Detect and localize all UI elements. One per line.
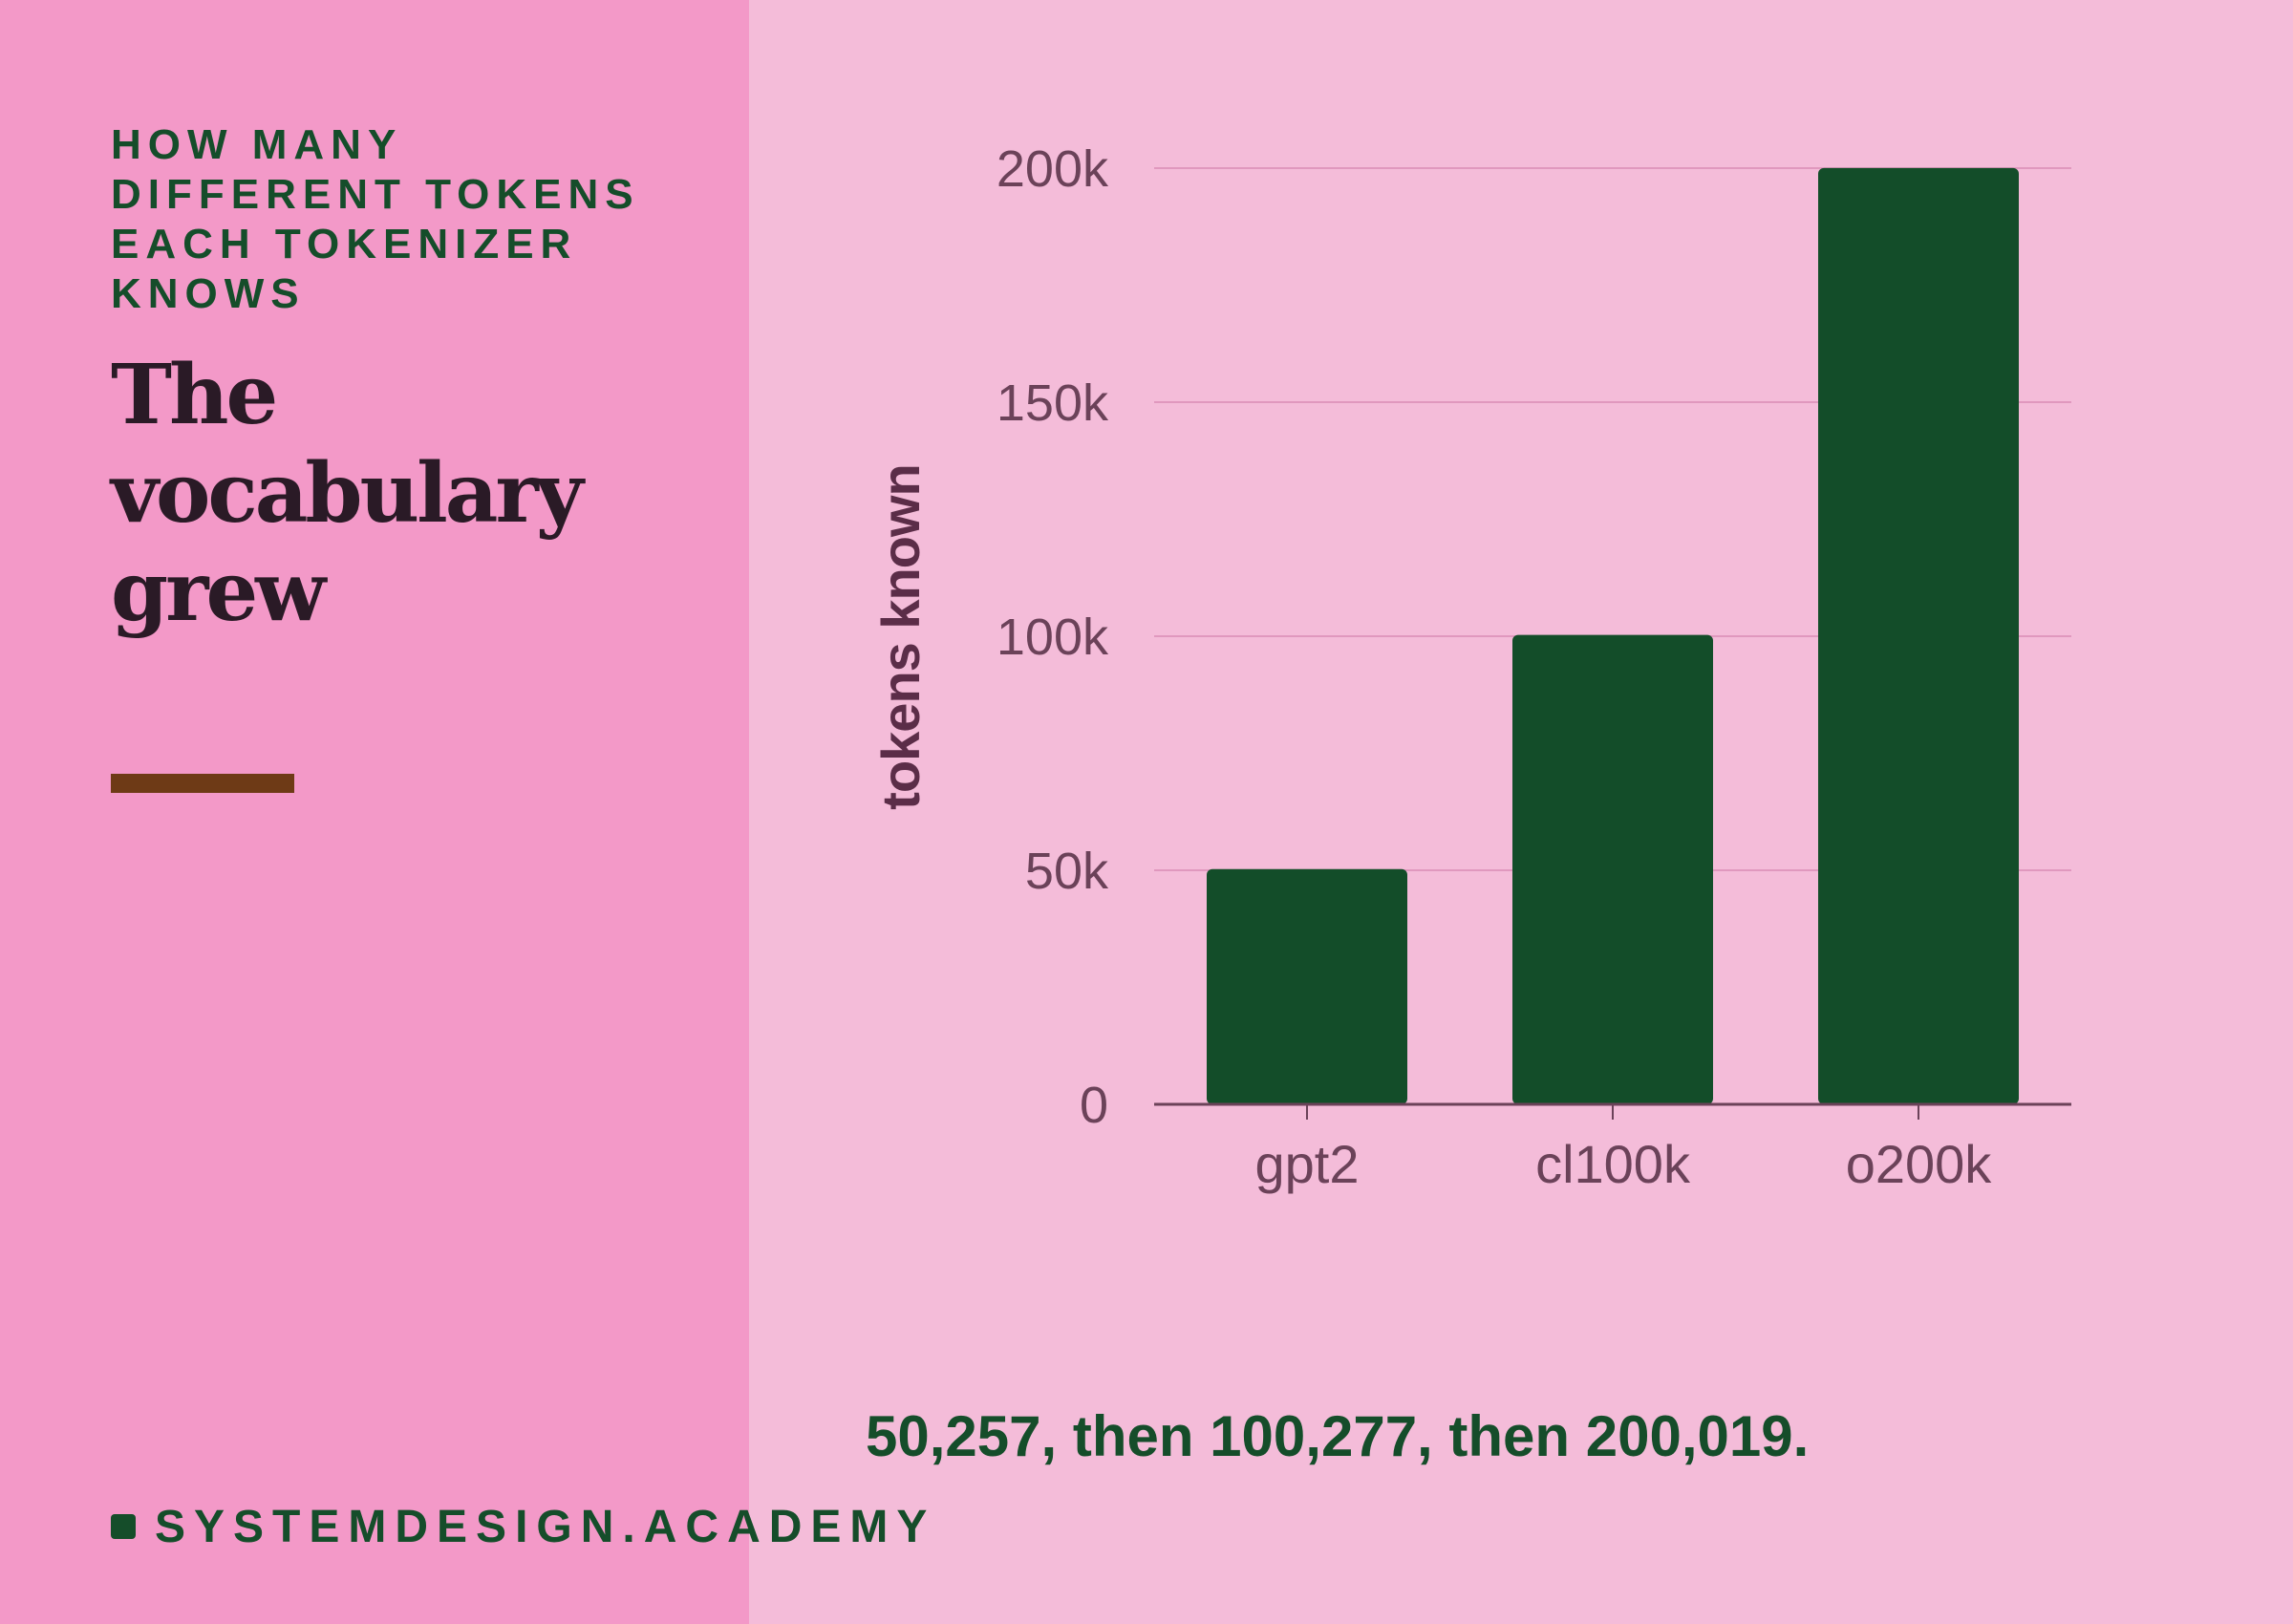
x-tick-label: cl100k	[1535, 1134, 1691, 1194]
page-title: The vocabulary grew	[111, 347, 584, 640]
brand: SYSTEMDESIGN.ACADEMY	[111, 1500, 935, 1553]
eyebrow-heading: HOW MANY DIFFERENT TOKENS EACH TOKENIZER…	[111, 121, 640, 317]
bar-cl100k	[1512, 634, 1713, 1104]
brand-square-icon	[111, 1514, 136, 1539]
brand-name: SYSTEMDESIGN.ACADEMY	[155, 1501, 936, 1552]
summary-caption: 50,257, then 100,277, then 200,019.	[866, 1404, 1810, 1468]
y-tick-label: 150k	[996, 374, 1109, 432]
bar-chart: 0 50k 100k 150k 200k gpt2 cl100k o200k tokens k…	[870, 140, 2071, 1194]
bar-o200k	[1818, 167, 2019, 1104]
x-tick-label: gpt2	[1255, 1134, 1360, 1194]
bars	[1207, 167, 2019, 1104]
y-tick-label: 200k	[996, 140, 1109, 198]
accent-rule	[111, 774, 294, 793]
bar-gpt2	[1207, 868, 1407, 1104]
left-panel	[0, 0, 749, 1624]
y-tick-label: 100k	[996, 609, 1109, 666]
x-tick-label: o200k	[1846, 1134, 1993, 1194]
y-tick-label: 50k	[1025, 843, 1109, 900]
axes: 0 50k 100k 150k 200k gpt2 cl100k o200k	[996, 140, 2071, 1194]
y-axis-label: tokens known	[870, 464, 931, 809]
y-tick-label: 0	[1080, 1077, 1108, 1134]
